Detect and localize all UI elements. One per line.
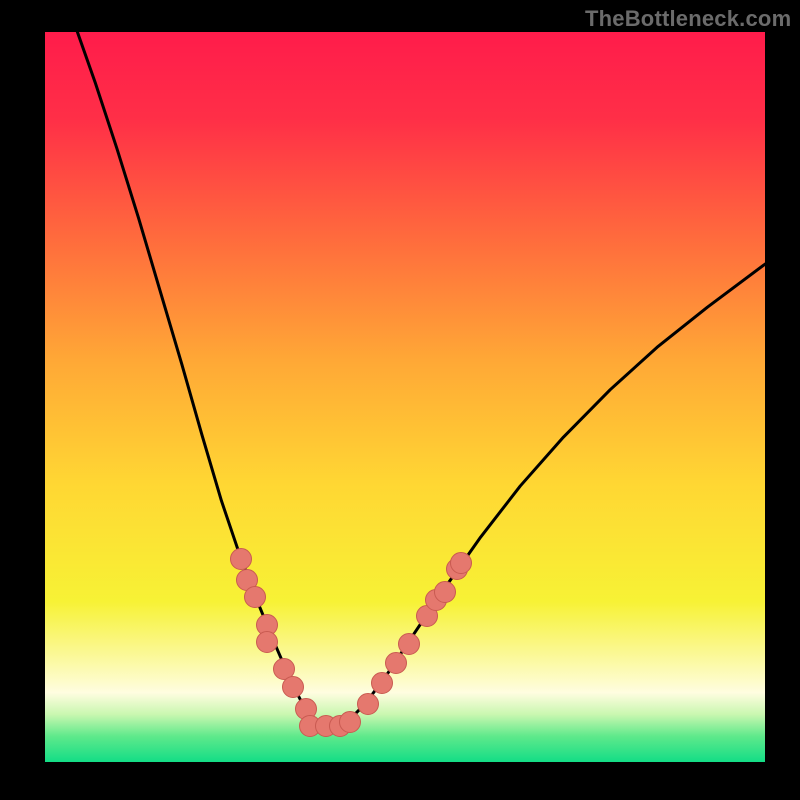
chart-root: TheBottleneck.com: [0, 0, 800, 800]
data-marker: [434, 581, 456, 603]
data-marker: [244, 586, 266, 608]
data-marker: [230, 548, 252, 570]
data-marker: [450, 552, 472, 574]
data-marker: [357, 693, 379, 715]
data-marker: [371, 672, 393, 694]
data-marker: [282, 676, 304, 698]
plot-area: [45, 32, 765, 762]
data-marker: [398, 633, 420, 655]
watermark-text: TheBottleneck.com: [585, 6, 791, 32]
data-marker: [385, 652, 407, 674]
data-marker: [256, 631, 278, 653]
data-marker: [339, 711, 361, 733]
